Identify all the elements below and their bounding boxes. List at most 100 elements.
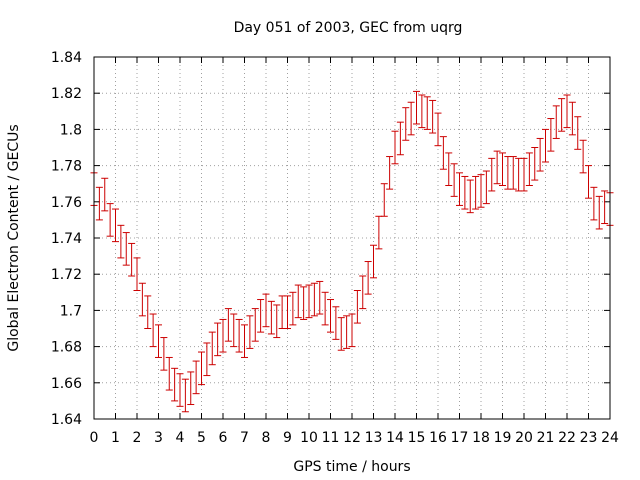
x-tick-label: 13 <box>365 430 383 446</box>
error-bar <box>284 295 291 329</box>
error-bar <box>176 373 184 407</box>
error-bar <box>375 215 383 250</box>
error-bar <box>101 177 109 212</box>
chart-title: Day 051 of 2003, GEC from uqrg <box>234 20 463 36</box>
error-bar <box>289 291 297 326</box>
x-tick-label: 12 <box>343 430 361 446</box>
error-bar <box>316 280 324 315</box>
error-bar <box>402 107 410 141</box>
error-bar <box>128 242 136 277</box>
x-tick-label: 11 <box>322 430 340 446</box>
error-bar <box>310 282 318 317</box>
error-bar <box>515 157 523 192</box>
error-bar <box>219 318 227 353</box>
error-bar <box>155 324 162 358</box>
error-bar <box>95 186 103 221</box>
grid <box>94 57 610 419</box>
error-bar <box>509 156 517 190</box>
error-bar <box>192 360 200 395</box>
x-tick-label: 15 <box>408 430 426 446</box>
error-bar <box>396 121 404 156</box>
y-axis-label: Global Electron Content / GECUs <box>6 124 22 351</box>
y-tick-label: 1.84 <box>51 50 82 66</box>
error-bar <box>601 190 609 225</box>
error-bar <box>493 150 501 185</box>
error-bar <box>208 331 216 366</box>
x-tick-label: 8 <box>262 430 271 446</box>
error-bar <box>321 291 329 326</box>
y-tick-label: 1.68 <box>51 340 82 356</box>
x-tick-label: 2 <box>133 430 142 446</box>
error-bar <box>241 324 248 358</box>
error-bar <box>439 136 447 170</box>
error-bar <box>477 174 485 208</box>
error-bar <box>520 157 528 192</box>
error-bar <box>171 367 179 402</box>
error-bar <box>552 105 560 139</box>
error-bar <box>187 371 195 406</box>
error-bar <box>380 183 388 217</box>
error-bar <box>445 152 453 187</box>
error-bar <box>386 156 394 190</box>
error-bar <box>504 156 512 190</box>
error-bar <box>165 356 173 391</box>
y-tick-label: 1.78 <box>51 159 82 175</box>
error-bar <box>418 94 426 129</box>
error-bar <box>160 337 168 371</box>
error-bar <box>224 308 232 342</box>
error-bar <box>257 299 265 333</box>
error-bar <box>198 351 205 386</box>
error-bar <box>235 318 243 353</box>
error-bar <box>364 261 372 295</box>
error-bar <box>536 137 544 172</box>
error-bar <box>488 157 496 192</box>
error-bar <box>542 128 549 163</box>
x-tick-label: 14 <box>386 430 404 446</box>
error-bar <box>246 315 254 349</box>
plot-frame <box>93 56 611 420</box>
error-bar <box>348 313 356 348</box>
error-bars <box>90 90 614 413</box>
x-tick-label: 24 <box>601 430 619 446</box>
y-tick-labels: 1.64 1.66 1.68 1.7 1.72 1.74 1.76 1.78 1.8 1.82 1.… <box>51 50 82 428</box>
error-bar <box>144 295 152 329</box>
error-bar <box>531 147 539 181</box>
error-bar <box>294 284 302 319</box>
x-tick-label: 19 <box>494 430 512 446</box>
x-tick-label: 1 <box>111 430 120 446</box>
error-bar <box>450 163 458 197</box>
x-tick-label: 6 <box>219 430 228 446</box>
error-bar <box>434 112 442 147</box>
x-tick-label: 5 <box>197 430 206 446</box>
x-tick-label: 20 <box>515 430 533 446</box>
error-bar <box>327 299 334 333</box>
error-bar <box>138 282 146 317</box>
error-bar <box>300 286 308 320</box>
error-bar <box>568 101 576 136</box>
y-tick-label: 1.72 <box>51 267 82 283</box>
error-bar <box>558 98 566 132</box>
y-tick-label: 1.82 <box>51 86 82 102</box>
error-bar <box>117 224 125 259</box>
error-bar <box>499 152 506 187</box>
error-bar <box>305 284 313 319</box>
axis-ticks <box>93 56 611 420</box>
x-tick-label: 4 <box>176 430 185 446</box>
x-tick-label: 0 <box>90 430 99 446</box>
error-bar <box>112 208 119 243</box>
x-tick-label: 21 <box>537 430 555 446</box>
error-bar <box>106 203 114 237</box>
x-tick-label: 17 <box>451 430 469 446</box>
x-tick-label: 23 <box>580 430 598 446</box>
error-bar <box>466 179 474 214</box>
error-bar <box>547 118 555 152</box>
x-tick-label: 7 <box>240 430 249 446</box>
error-bar <box>525 152 533 187</box>
error-bar <box>585 165 592 199</box>
x-tick-label: 3 <box>154 430 163 446</box>
y-tick-label: 1.8 <box>60 122 82 138</box>
x-tick-label: 9 <box>283 430 292 446</box>
error-bar <box>472 175 480 210</box>
error-bar <box>563 94 571 129</box>
x-tick-labels: 0 1 2 3 4 5 6 7 8 9 10 11 12 13 14 15 16 17 18 19 20 21 22 23 24 <box>90 430 619 446</box>
